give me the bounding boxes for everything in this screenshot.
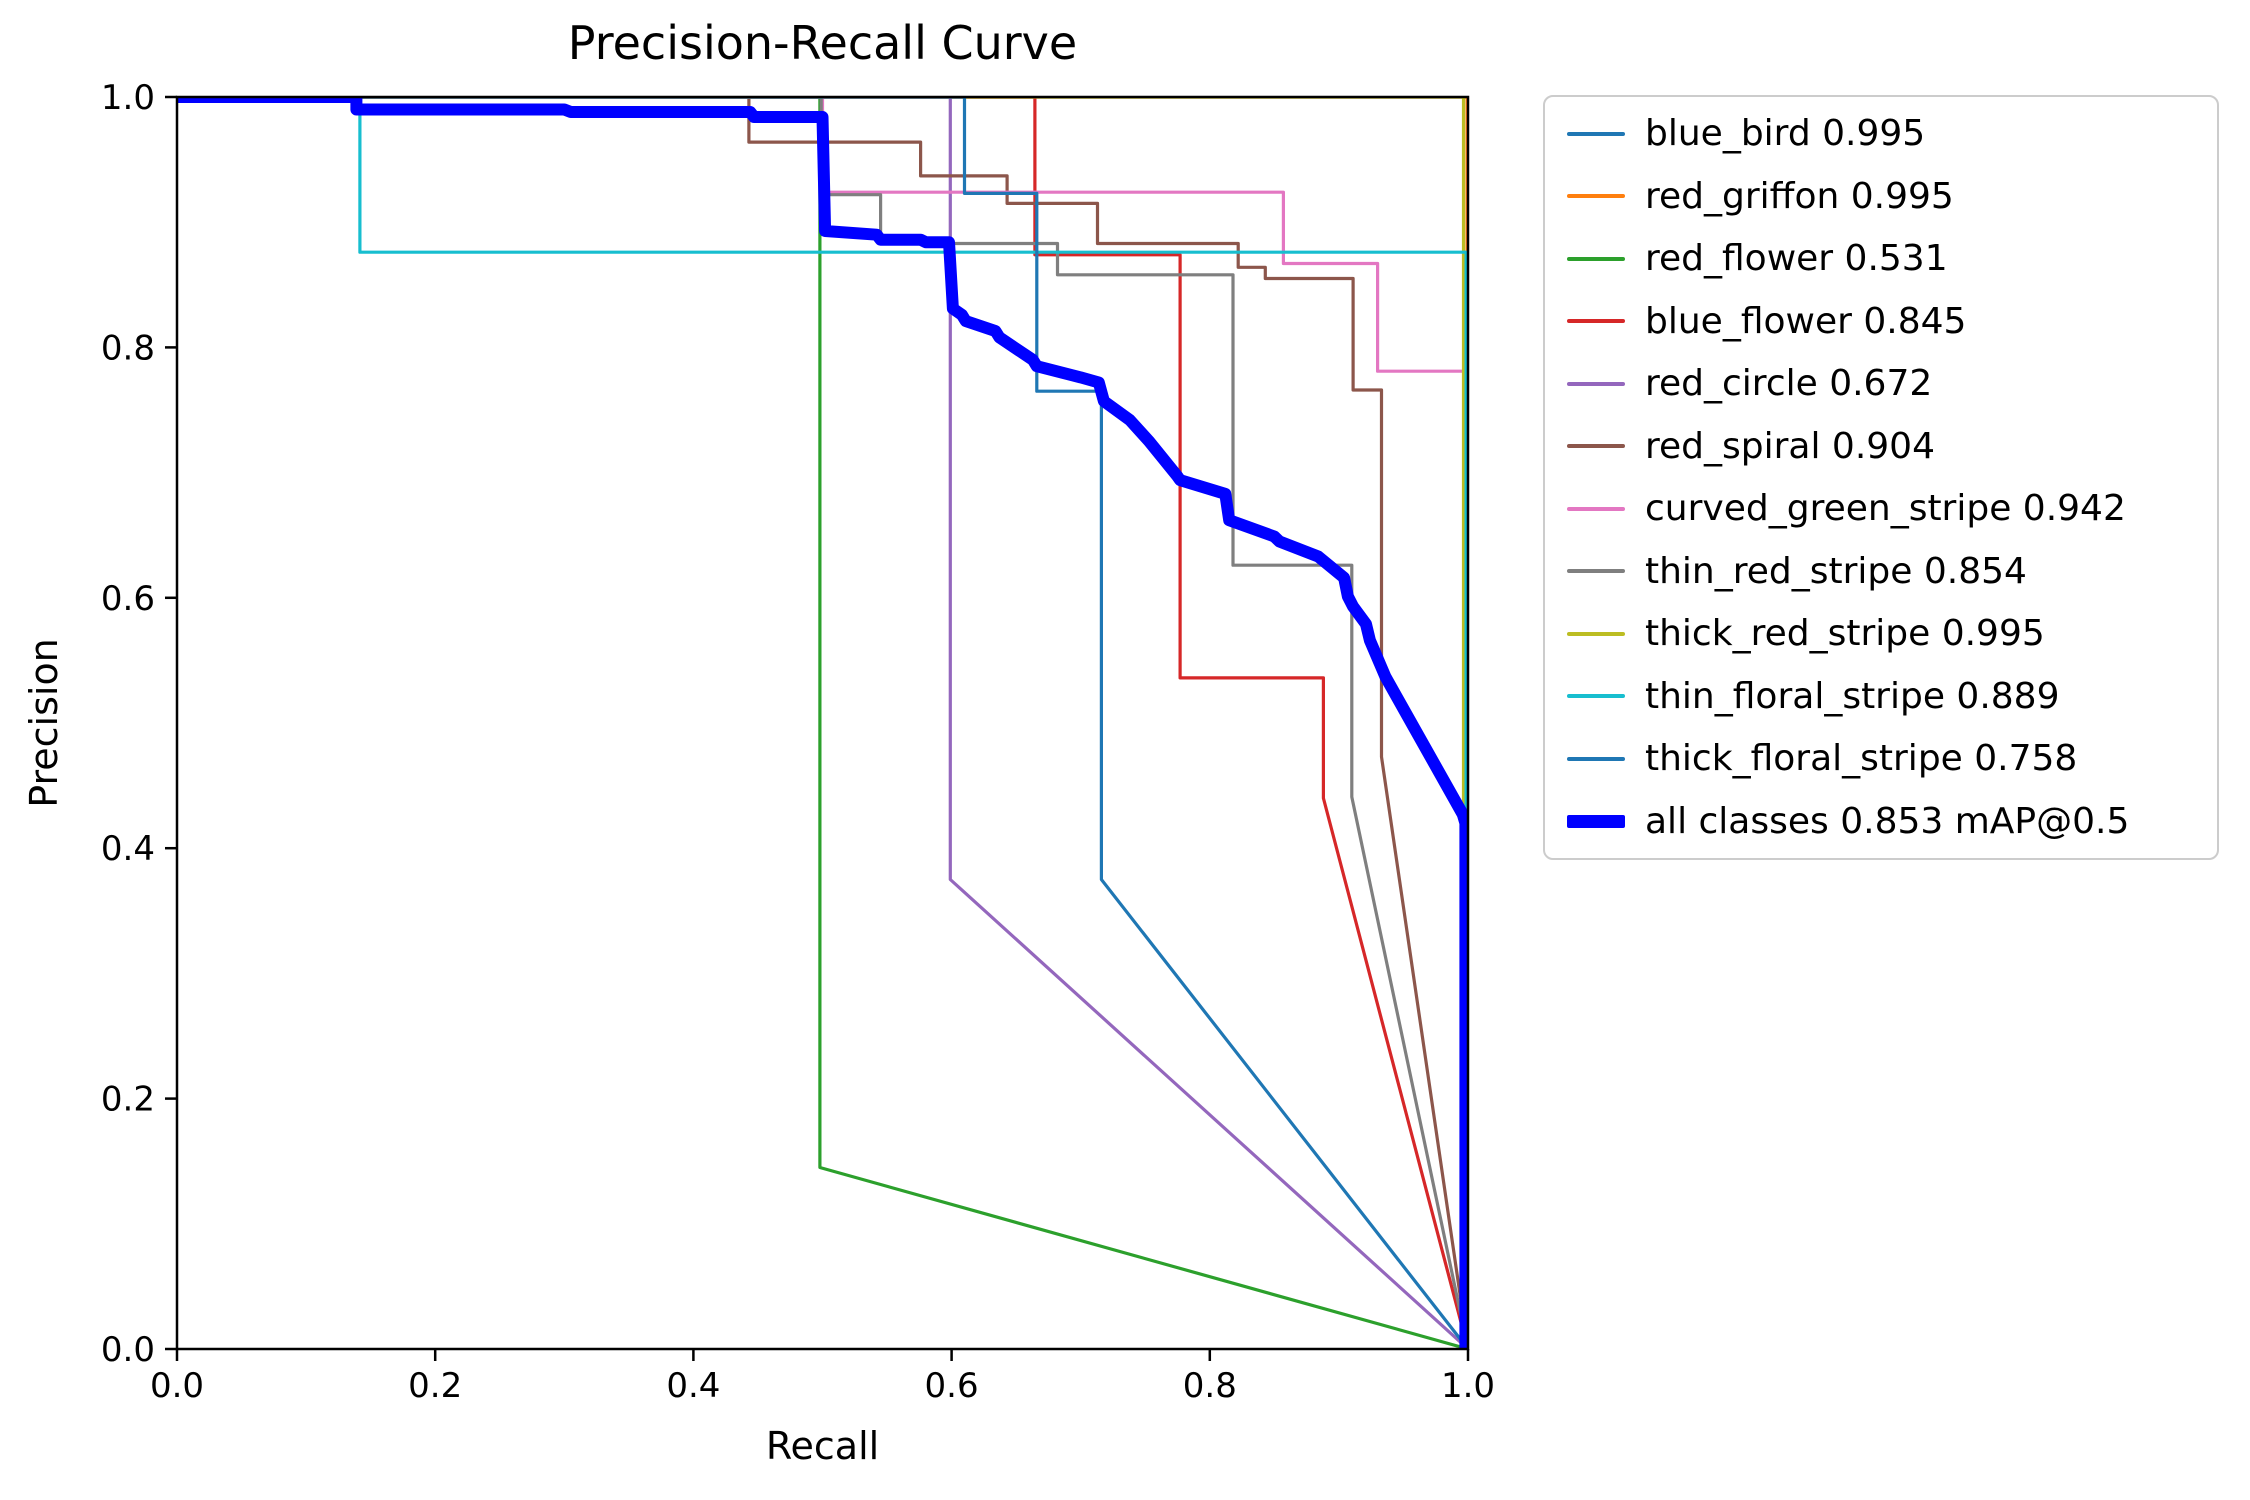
y-tick-label: 0.4	[101, 829, 155, 869]
legend-swatch-curved_green_stripe	[1567, 506, 1625, 511]
series-line-blue_bird	[177, 97, 1468, 1349]
legend-item-blue_flower: blue_flower 0.845	[1545, 290, 2217, 353]
x-tick-label: 1.0	[1441, 1366, 1495, 1406]
legend-swatch-thin_floral_stripe	[1567, 694, 1625, 699]
series-line-all_classes	[177, 97, 1468, 1349]
legend-label-curved_green_stripe: curved_green_stripe 0.942	[1645, 488, 2126, 530]
legend-item-red_circle: red_circle 0.672	[1545, 353, 2217, 416]
chart-title: Precision-Recall Curve	[567, 16, 1078, 70]
legend-label-red_griffon: red_griffon 0.995	[1645, 175, 1954, 217]
legend-swatch-blue_bird	[1567, 131, 1625, 136]
x-tick-label: 0.6	[925, 1366, 979, 1406]
legend-label-thick_floral_stripe: thick_floral_stripe 0.758	[1645, 738, 2078, 780]
legend-swatch-red_flower	[1567, 256, 1625, 261]
legend: blue_bird 0.995 red_griffon 0.995 red_flow…	[1543, 95, 2219, 860]
series-line-thin_red_stripe	[177, 97, 1468, 1349]
plot-border	[175, 95, 1470, 1351]
series-line-thick_floral_stripe	[177, 97, 1468, 1349]
series-line-red_circle	[177, 97, 1468, 1349]
y-tick-label: 1.0	[101, 78, 155, 118]
legend-item-red_spiral: red_spiral 0.904	[1545, 415, 2217, 478]
y-tick-label: 0.2	[101, 1080, 155, 1120]
legend-item-red_griffon: red_griffon 0.995	[1545, 165, 2217, 228]
series-line-blue_flower	[177, 97, 1468, 1349]
legend-swatch-red_circle	[1567, 381, 1625, 386]
legend-label-blue_bird: blue_bird 0.995	[1645, 113, 1926, 155]
legend-label-all_classes: all classes 0.853 mAP@0.5	[1645, 800, 2130, 842]
legend-item-blue_bird: blue_bird 0.995	[1545, 103, 2217, 166]
x-tick-label: 0.0	[150, 1366, 204, 1406]
legend-swatch-blue_flower	[1567, 319, 1625, 324]
legend-swatch-thin_red_stripe	[1567, 569, 1625, 574]
y-axis-label: Precision	[22, 638, 66, 808]
x-tick-label: 0.4	[666, 1366, 720, 1406]
series-line-thin_floral_stripe	[177, 97, 1468, 1349]
legend-item-red_flower: red_flower 0.531	[1545, 228, 2217, 291]
legend-swatch-red_spiral	[1567, 444, 1625, 449]
legend-label-thin_red_stripe: thin_red_stripe 0.854	[1645, 550, 2027, 592]
legend-item-thin_floral_stripe: thin_floral_stripe 0.889	[1545, 665, 2217, 728]
legend-label-thick_red_stripe: thick_red_stripe 0.995	[1645, 613, 2045, 655]
legend-item-thin_red_stripe: thin_red_stripe 0.854	[1545, 540, 2217, 603]
x-tick-label: 0.2	[408, 1366, 462, 1406]
legend-swatch-all_classes	[1567, 814, 1625, 828]
series-line-red_flower	[177, 97, 1468, 1349]
legend-label-blue_flower: blue_flower 0.845	[1645, 300, 1967, 342]
x-tick-label: 0.8	[1183, 1366, 1237, 1406]
series-group	[177, 97, 1468, 1349]
legend-label-thin_floral_stripe: thin_floral_stripe 0.889	[1645, 675, 2060, 717]
y-tick-label: 0.8	[101, 328, 155, 368]
legend-swatch-thick_red_stripe	[1567, 631, 1625, 636]
legend-item-all_classes: all classes 0.853 mAP@0.5	[1545, 790, 2217, 853]
y-tick-label: 0.0	[101, 1330, 155, 1370]
legend-item-thick_floral_stripe: thick_floral_stripe 0.758	[1545, 728, 2217, 791]
legend-label-red_circle: red_circle 0.672	[1645, 363, 1933, 405]
legend-swatch-red_griffon	[1567, 194, 1625, 199]
legend-label-red_spiral: red_spiral 0.904	[1645, 425, 1935, 467]
series-line-red_spiral	[177, 97, 1468, 1349]
legend-item-thick_red_stripe: thick_red_stripe 0.995	[1545, 603, 2217, 666]
y-tick-label: 0.6	[101, 579, 155, 619]
x-axis-label: Recall	[765, 1424, 880, 1468]
series-line-red_griffon	[177, 97, 1468, 1349]
legend-item-curved_green_stripe: curved_green_stripe 0.942	[1545, 478, 2217, 541]
legend-label-red_flower: red_flower 0.531	[1645, 238, 1948, 280]
series-line-curved_green_stripe	[177, 97, 1468, 1349]
legend-swatch-thick_floral_stripe	[1567, 756, 1625, 761]
